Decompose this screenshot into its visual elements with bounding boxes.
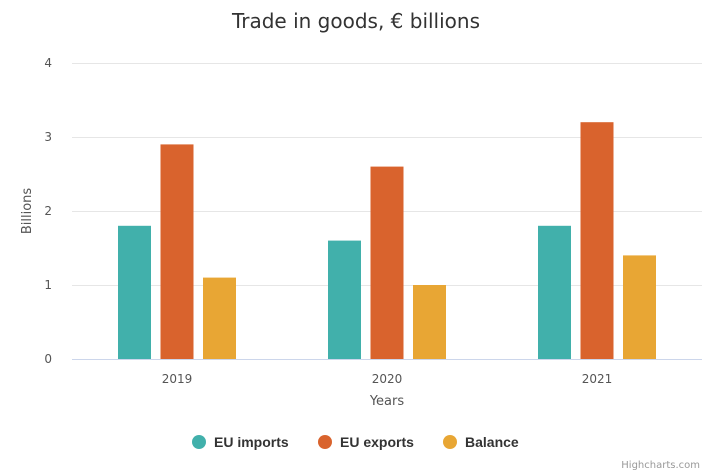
legend-marker-icon bbox=[318, 435, 332, 449]
y-axis-ticks: 0 1 2 3 4 bbox=[44, 56, 52, 366]
bar-balance-2021[interactable] bbox=[623, 255, 656, 359]
x-tick-label: 2021 bbox=[582, 372, 613, 386]
legend-item-eu-imports[interactable]: EU imports bbox=[192, 434, 289, 450]
credits-link[interactable]: Highcharts.com bbox=[621, 460, 700, 471]
legend-marker-icon bbox=[192, 435, 206, 449]
bar-eu-exports-2021[interactable] bbox=[580, 122, 614, 359]
y-tick-label: 4 bbox=[44, 56, 52, 70]
bar-eu-exports-2019[interactable] bbox=[160, 144, 194, 359]
y-tick-label: 3 bbox=[44, 130, 52, 144]
legend: EU imports EU exports Balance bbox=[192, 434, 519, 450]
bar-balance-2020[interactable] bbox=[413, 285, 446, 359]
legend-label: Balance bbox=[465, 434, 519, 450]
bar-balance-2019[interactable] bbox=[203, 277, 236, 359]
x-axis-ticks: 2019 2020 2021 bbox=[162, 372, 613, 386]
y-tick-label: 0 bbox=[44, 352, 52, 366]
x-axis-title: Years bbox=[369, 394, 405, 409]
legend-marker-icon bbox=[443, 435, 457, 449]
bar-eu-imports-2021[interactable] bbox=[538, 225, 571, 359]
legend-item-eu-exports[interactable]: EU exports bbox=[318, 434, 414, 450]
x-tick-label: 2020 bbox=[372, 372, 403, 386]
y-axis-title: Billions bbox=[20, 188, 35, 235]
bar-eu-exports-2020[interactable] bbox=[370, 166, 404, 359]
legend-label: EU imports bbox=[214, 434, 289, 450]
bars bbox=[118, 122, 656, 359]
y-tick-label: 1 bbox=[44, 278, 52, 292]
legend-label: EU exports bbox=[340, 434, 414, 450]
y-tick-label: 2 bbox=[44, 204, 52, 218]
chart-title: Trade in goods, € billions bbox=[231, 9, 480, 33]
x-tick-label: 2019 bbox=[162, 372, 193, 386]
bar-eu-imports-2019[interactable] bbox=[118, 225, 151, 359]
legend-item-balance[interactable]: Balance bbox=[443, 434, 519, 450]
bar-eu-imports-2020[interactable] bbox=[328, 240, 361, 359]
